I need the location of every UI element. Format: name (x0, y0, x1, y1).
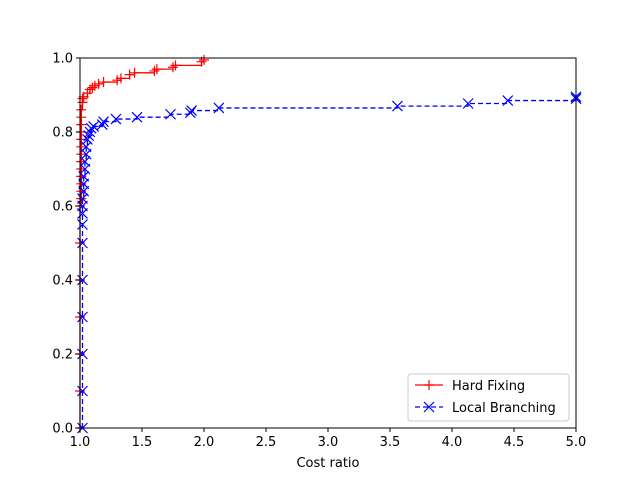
data-point (149, 65, 160, 76)
data-point (168, 62, 178, 73)
data-point (151, 64, 162, 75)
data-point (115, 73, 126, 84)
y-tick-label: 0.6 (52, 200, 73, 215)
data-point (77, 93, 88, 104)
x-tick-label: 3.0 (318, 435, 339, 450)
data-point (170, 60, 181, 71)
data-point (110, 113, 122, 125)
data-point (77, 237, 88, 249)
data-point (88, 121, 100, 132)
y-tick-label: 1.0 (52, 52, 73, 67)
legend-label: Hard Fixing (452, 379, 525, 394)
x-tick-label: 4.5 (504, 435, 525, 450)
x-tick-label: 3.5 (380, 435, 401, 450)
data-point (124, 69, 135, 80)
data-point (93, 78, 104, 89)
data-point (131, 111, 143, 123)
x-tick-label: 1.0 (70, 435, 91, 450)
data-point (184, 107, 196, 119)
data-point (186, 105, 198, 116)
data-point (502, 95, 514, 106)
series-1 (77, 91, 582, 434)
legend-label: Local Branching (452, 401, 556, 416)
data-point (98, 116, 109, 128)
x-axis: 1.0 1.5 2.0 2.5 3.0 3.5 4.0 4.5 5.0 (70, 428, 587, 450)
x-tick-label: 5.0 (566, 435, 587, 450)
y-tick-label: 0.8 (52, 126, 73, 141)
data-point (82, 133, 93, 145)
data-point (98, 77, 109, 88)
data-point (96, 119, 108, 131)
data-point (77, 219, 88, 230)
data-point (76, 104, 87, 115)
x-tick-label: 2.0 (194, 435, 215, 450)
data-point (83, 130, 95, 142)
y-tick-label: 0.2 (52, 348, 73, 363)
y-axis: 0.0 0.2 0.4 0.6 0.8 1.0 (52, 52, 80, 437)
data-point (213, 102, 225, 114)
data-point (462, 98, 474, 109)
x-tick-label: 4.0 (442, 435, 463, 450)
y-tick-label: 0.4 (52, 274, 73, 289)
x-tick-label: 1.5 (132, 435, 153, 450)
legend-swatch-marker (423, 401, 435, 413)
data-point (77, 311, 88, 323)
legend-swatch-marker (424, 380, 434, 390)
y-tick-label: 0.0 (52, 422, 73, 437)
data-point (77, 348, 88, 360)
data-point (129, 67, 140, 78)
data-point (199, 54, 209, 65)
legend: Hard Fixing Local Branching (407, 373, 570, 422)
legend-item: Hard Fixing (415, 379, 525, 394)
legend-items: Hard Fixing Local Branching (415, 379, 556, 416)
legend-item: Local Branching (415, 401, 556, 416)
x-axis-label: Cost ratio (296, 456, 359, 471)
data-point (392, 100, 403, 112)
data-point (77, 385, 88, 397)
data-point (84, 126, 96, 138)
x-tick-label: 2.5 (256, 435, 277, 450)
legend-box (407, 373, 570, 422)
data-point (87, 82, 98, 93)
data-point (77, 274, 88, 286)
data-point (165, 108, 176, 120)
